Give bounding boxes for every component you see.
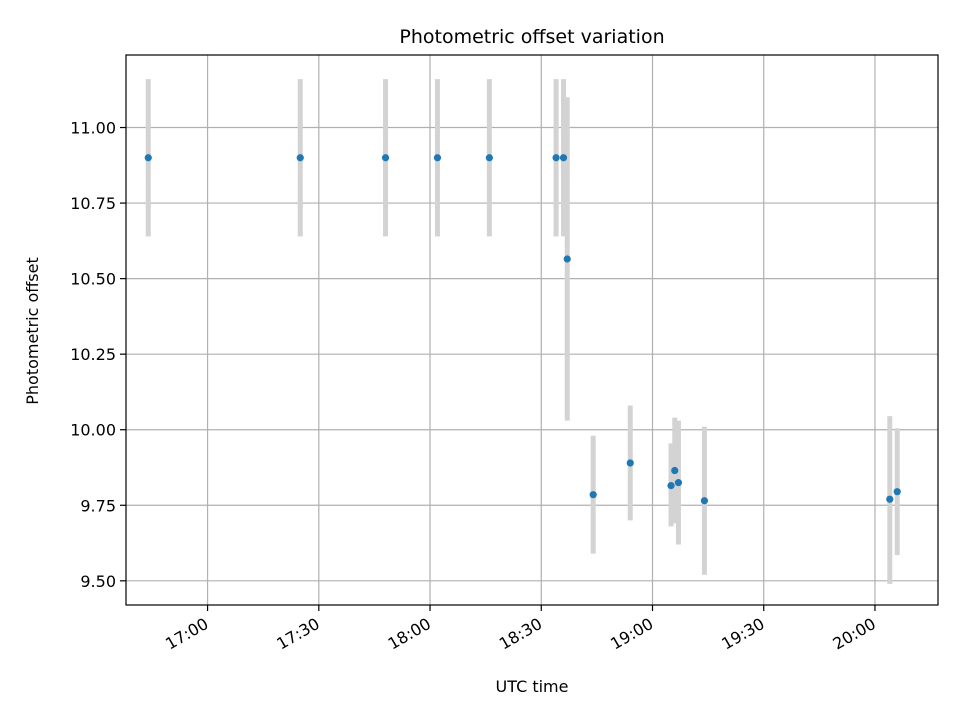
data-point: [671, 466, 679, 475]
data-point: [381, 154, 390, 162]
y-tick-label: 9.75: [80, 496, 116, 515]
y-tick-label: 10.75: [70, 194, 116, 213]
data-point: [144, 154, 152, 162]
y-tick-label: 10.25: [70, 345, 116, 364]
y-tick-label: 11.00: [70, 119, 116, 138]
y-tick-label: 10.50: [70, 270, 116, 289]
data-point: [589, 491, 597, 499]
y-axis-label: Photometric offset: [23, 257, 42, 405]
data-point: [700, 497, 709, 505]
data-point: [626, 459, 634, 467]
y-tick-label: 9.50: [80, 572, 116, 591]
y-tick-label: 10.00: [70, 421, 116, 440]
data-point: [559, 154, 568, 162]
data-point: [674, 479, 683, 487]
data-point: [433, 154, 442, 162]
x-axis-label: UTC time: [496, 677, 569, 696]
data-point: [485, 154, 493, 162]
chart-title: Photometric offset variation: [399, 26, 664, 48]
grid-lines: [126, 55, 938, 605]
data-point: [563, 255, 571, 263]
data-point: [893, 488, 901, 496]
data-point: [667, 482, 675, 490]
data-point: [296, 154, 304, 162]
data-points: [144, 154, 901, 505]
data-point: [552, 154, 560, 162]
data-point: [886, 495, 894, 503]
plot-area-frame: [125, 54, 939, 606]
